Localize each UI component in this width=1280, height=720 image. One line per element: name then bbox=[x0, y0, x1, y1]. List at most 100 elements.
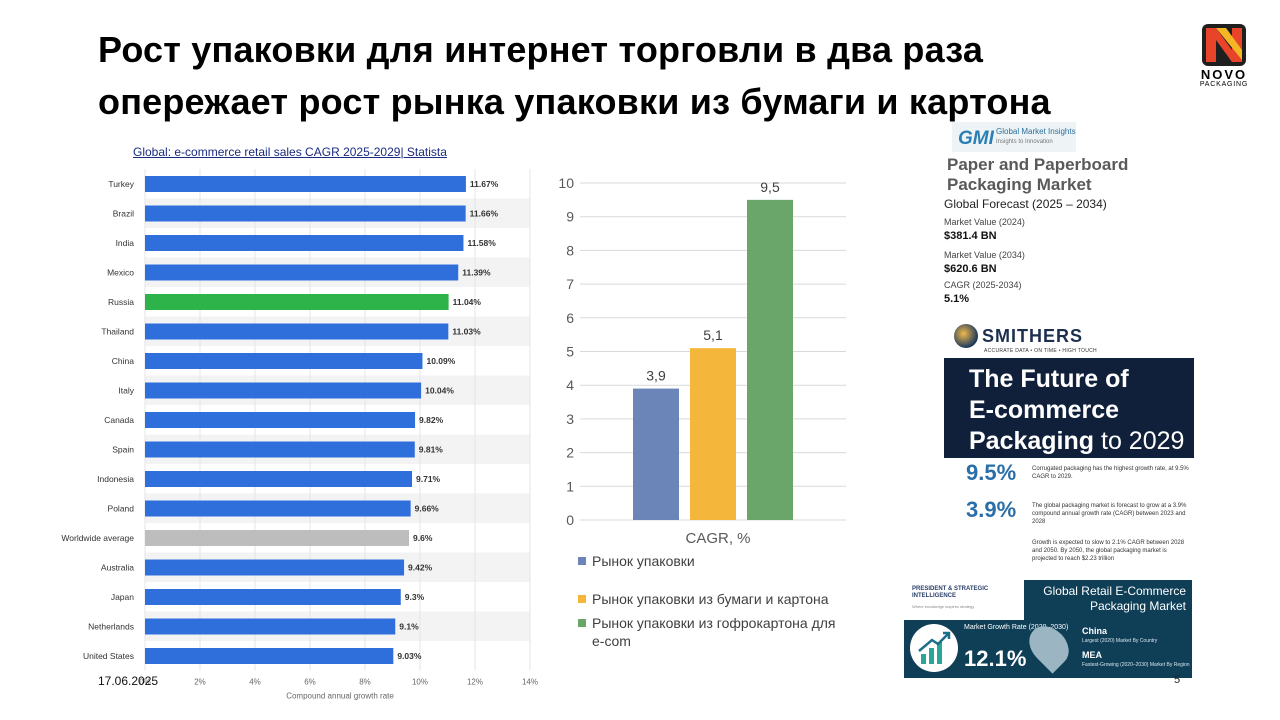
y-tick-label: 1 bbox=[566, 478, 574, 494]
legend-item: Рынок упаковки из бумаги и картона bbox=[578, 590, 848, 608]
bar bbox=[145, 382, 422, 399]
smithers-tagline: ACCURATE DATA • ON TIME • HIGH TOUCH bbox=[984, 348, 1097, 354]
category-label: Thailand bbox=[101, 327, 134, 337]
y-tick-label: 5 bbox=[566, 344, 574, 360]
y-tick-label: 2 bbox=[566, 445, 574, 461]
logo-name: NOVO bbox=[1200, 67, 1248, 82]
gmi-item-value: 5.1% bbox=[944, 293, 970, 305]
cagr-legend: Рынок упаковки Рынок упаковки из бумаги … bbox=[578, 552, 848, 656]
y-tick-label: 9 bbox=[566, 209, 574, 225]
category-label: Italy bbox=[118, 386, 134, 396]
data-label: 9.71% bbox=[416, 474, 441, 484]
y-tick-label: 4 bbox=[566, 377, 574, 393]
legend-swatch bbox=[578, 619, 586, 627]
data-label: 9.6% bbox=[413, 533, 433, 543]
y-tick-label: 6 bbox=[566, 310, 574, 326]
statista-bar-chart: 0% 2% 4% 6% 8% 10% 12% 14% Compound annual growt… bbox=[61, 169, 538, 701]
gmi-report-card: GMI Global Market Insights Insights to I… bbox=[944, 122, 1144, 312]
legend-swatch bbox=[578, 557, 586, 565]
gmi-forecast: Global Forecast (2025 – 2034) bbox=[944, 197, 1107, 211]
gmi-logo-mark: GMI bbox=[958, 128, 994, 149]
data-label: 9.42% bbox=[408, 563, 433, 573]
bar bbox=[145, 559, 405, 576]
bar bbox=[145, 205, 466, 222]
banner-year: to 2029 bbox=[1101, 427, 1185, 455]
x-tick-label: 14% bbox=[522, 678, 538, 687]
data-label: 9,5 bbox=[760, 179, 780, 195]
statista-source-link[interactable]: Global: e-commerce retail sales CAGR 202… bbox=[133, 145, 447, 159]
banner-line: Packaging bbox=[969, 427, 1095, 455]
x-tick-label: 0% bbox=[139, 678, 151, 687]
psi-logo-line: PRESIDENT & STRATEGIC bbox=[912, 586, 989, 592]
data-label: 5,1 bbox=[703, 327, 723, 343]
bar bbox=[145, 235, 464, 251]
y-tick-label: 10 bbox=[558, 175, 574, 191]
legend-label: Рынок упаковки из бумаги и картона bbox=[592, 591, 829, 607]
psi-rate-label: Market Growth Rate (2020–2030) bbox=[964, 624, 1069, 631]
psi-country: China bbox=[1082, 626, 1108, 636]
data-label: 11.66% bbox=[470, 209, 499, 219]
data-label: 9.3% bbox=[405, 592, 425, 602]
category-label: India bbox=[116, 238, 135, 248]
gmi-tagline: Insights to Innovation bbox=[996, 139, 1053, 145]
slide-title: Рост упаковки для интернет торговли в дв… bbox=[98, 29, 1051, 122]
smithers-stat-value: 3.9% bbox=[966, 497, 1017, 522]
x-tick-label: 6% bbox=[304, 678, 316, 687]
category-label: Australia bbox=[101, 563, 134, 573]
category-label: Japan bbox=[111, 592, 134, 602]
category-label: Russia bbox=[108, 297, 134, 307]
y-tick-label: 0 bbox=[566, 512, 574, 528]
gmi-title: Paper and Paperboard Packaging Market bbox=[947, 155, 1129, 194]
smithers-stat-text: Corrugated packaging has the highest gro… bbox=[1032, 466, 1189, 480]
gmi-item-value: $381.4 BN bbox=[944, 230, 997, 242]
bar bbox=[145, 264, 459, 281]
bar bbox=[145, 412, 416, 428]
slide-date: 17.06.2025 bbox=[98, 674, 159, 688]
psi-report-card: PRESIDENT & STRATEGIC INTELLIGENCE Where… bbox=[904, 580, 1192, 678]
bar bbox=[145, 648, 394, 664]
statista-chart-panel: 0% 2% 4% 6% 8% 10% 12% 14% Compound annual growt… bbox=[40, 165, 548, 703]
bar bbox=[145, 530, 409, 546]
bar bbox=[145, 618, 396, 635]
data-label: 10.09% bbox=[426, 356, 455, 366]
data-label: 10.04% bbox=[425, 386, 454, 396]
smithers-stat-value: 9.5% bbox=[966, 460, 1017, 485]
banner-line: The Future of bbox=[969, 365, 1129, 393]
bar bbox=[145, 353, 423, 369]
smithers-banner: The Future of E-commerce Packaging to 20… bbox=[944, 358, 1194, 458]
bar bbox=[690, 348, 736, 520]
legend-item: Рынок упаковки из гофрокартона для e-com bbox=[578, 614, 848, 650]
x-tick-label: 12% bbox=[467, 678, 483, 687]
gmi-logo: GMI Global Market Insights Insights to I… bbox=[952, 122, 1076, 152]
psi-rate: 12.1% bbox=[964, 646, 1027, 671]
category-label: Worldwide average bbox=[61, 533, 134, 543]
bar bbox=[145, 323, 449, 340]
bar bbox=[145, 441, 415, 458]
legend-label: Рынок упаковки из гофрокартона для e-com bbox=[592, 615, 836, 649]
category-label: Brazil bbox=[113, 209, 134, 219]
smithers-name: SMITHERS bbox=[982, 326, 1084, 346]
category-label: United States bbox=[83, 651, 134, 661]
data-label: 11.58% bbox=[467, 238, 496, 248]
category-label: Netherlands bbox=[88, 622, 134, 632]
legend-swatch bbox=[578, 595, 586, 603]
bar bbox=[145, 500, 411, 517]
bar bbox=[145, 589, 401, 605]
data-label: 11.67% bbox=[470, 179, 499, 189]
logo-mark-icon bbox=[1202, 24, 1246, 66]
data-label: 9.1% bbox=[399, 622, 419, 632]
bar bbox=[633, 388, 679, 520]
smithers-note: Growth is expected to slow to 2.1% CAGR … bbox=[1032, 540, 1185, 562]
data-label: 9.66% bbox=[415, 504, 440, 514]
gmi-item-label: Market Value (2034) bbox=[944, 250, 1025, 260]
logo-subtitle: PACKAGING bbox=[1199, 81, 1249, 88]
gmi-brand: Global Market Insights bbox=[996, 127, 1076, 136]
data-label: 11.39% bbox=[462, 268, 491, 278]
gmi-item-label: CAGR (2025-2034) bbox=[944, 280, 1022, 290]
category-label: Canada bbox=[104, 415, 134, 425]
psi-country-sub: Largest (2020) Market By Country bbox=[1082, 638, 1158, 644]
gmi-item-value: $620.6 BN bbox=[944, 263, 997, 275]
legend-label: Рынок упаковки bbox=[592, 553, 695, 569]
data-label: 3,9 bbox=[646, 368, 666, 384]
category-label: Turkey bbox=[108, 179, 134, 189]
